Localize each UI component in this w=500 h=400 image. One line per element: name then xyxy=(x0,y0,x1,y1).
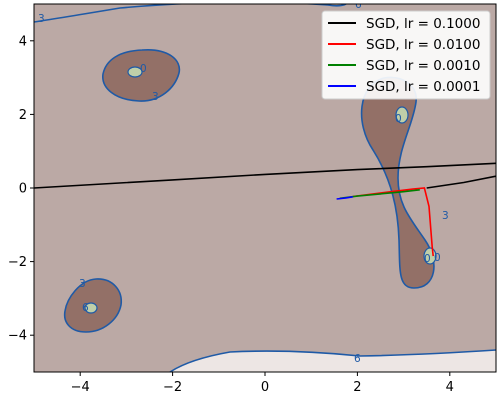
x-tick-label: −4 xyxy=(71,380,90,395)
x-tick-label: 2 xyxy=(353,380,361,395)
y-tick-label: −4 xyxy=(8,329,27,344)
mid-level-region xyxy=(34,4,346,22)
legend-label: SGD, lr = 0.0010 xyxy=(366,58,480,74)
legend-box xyxy=(321,10,491,100)
minimum-marker-c xyxy=(395,106,409,124)
contour-line-top-left xyxy=(102,49,181,102)
contour-label: 0 xyxy=(395,113,402,125)
legend-label: SGD, lr = 0.1000 xyxy=(366,16,480,32)
series-line-0 xyxy=(34,162,496,189)
contour-label: 6 xyxy=(354,353,361,365)
contour-label: 3 xyxy=(79,278,86,290)
legend-label: SGD, lr = 0.0100 xyxy=(366,37,480,53)
contour-label: 6 xyxy=(82,302,89,314)
contour-label: 3 xyxy=(442,210,449,222)
minimum-marker-a xyxy=(127,66,143,78)
contour-label: 6 xyxy=(355,0,362,11)
contour-label: 0 xyxy=(434,252,441,264)
y-tick-label: 2 xyxy=(19,108,27,123)
minimum-marker-b xyxy=(84,302,98,314)
series-layer xyxy=(34,162,496,257)
y-tick-label: 4 xyxy=(19,34,27,49)
axis-ticks: −4 −2 0 2 4 −4 −2 0 2 4 xyxy=(8,34,454,395)
extra-line-0 xyxy=(426,175,496,189)
y-tick-label: −2 xyxy=(8,255,27,270)
contour-label: 0 xyxy=(424,253,431,265)
contour-line-bottom xyxy=(169,349,496,372)
legend: SGD, lr = 0.1000 SGD, lr = 0.0100 SGD, l… xyxy=(321,10,491,100)
contour-label: 3 xyxy=(38,13,45,25)
x-tick-label: 4 xyxy=(446,380,454,395)
low-region-top-left xyxy=(102,49,180,102)
x-tick-label: 0 xyxy=(261,380,269,395)
contour-label: 0 xyxy=(140,63,147,75)
legend-item: SGD, lr = 0.0010 xyxy=(328,58,480,74)
contour-line-right-valley xyxy=(360,76,435,289)
series-line-3 xyxy=(336,196,353,200)
series-line-1 xyxy=(352,187,434,257)
contour-line-top xyxy=(34,4,347,23)
y-tick-label: 0 xyxy=(19,182,27,197)
contour-line-bottom-left xyxy=(63,278,122,333)
x-tick-label: −2 xyxy=(163,380,182,395)
legend-item: SGD, lr = 0.0001 xyxy=(328,79,480,95)
contour-label: 3 xyxy=(152,91,159,103)
legend-item: SGD, lr = 0.1000 xyxy=(328,16,480,32)
legend-item: SGD, lr = 0.0100 xyxy=(328,37,480,53)
legend-label: SGD, lr = 0.0001 xyxy=(366,79,480,95)
